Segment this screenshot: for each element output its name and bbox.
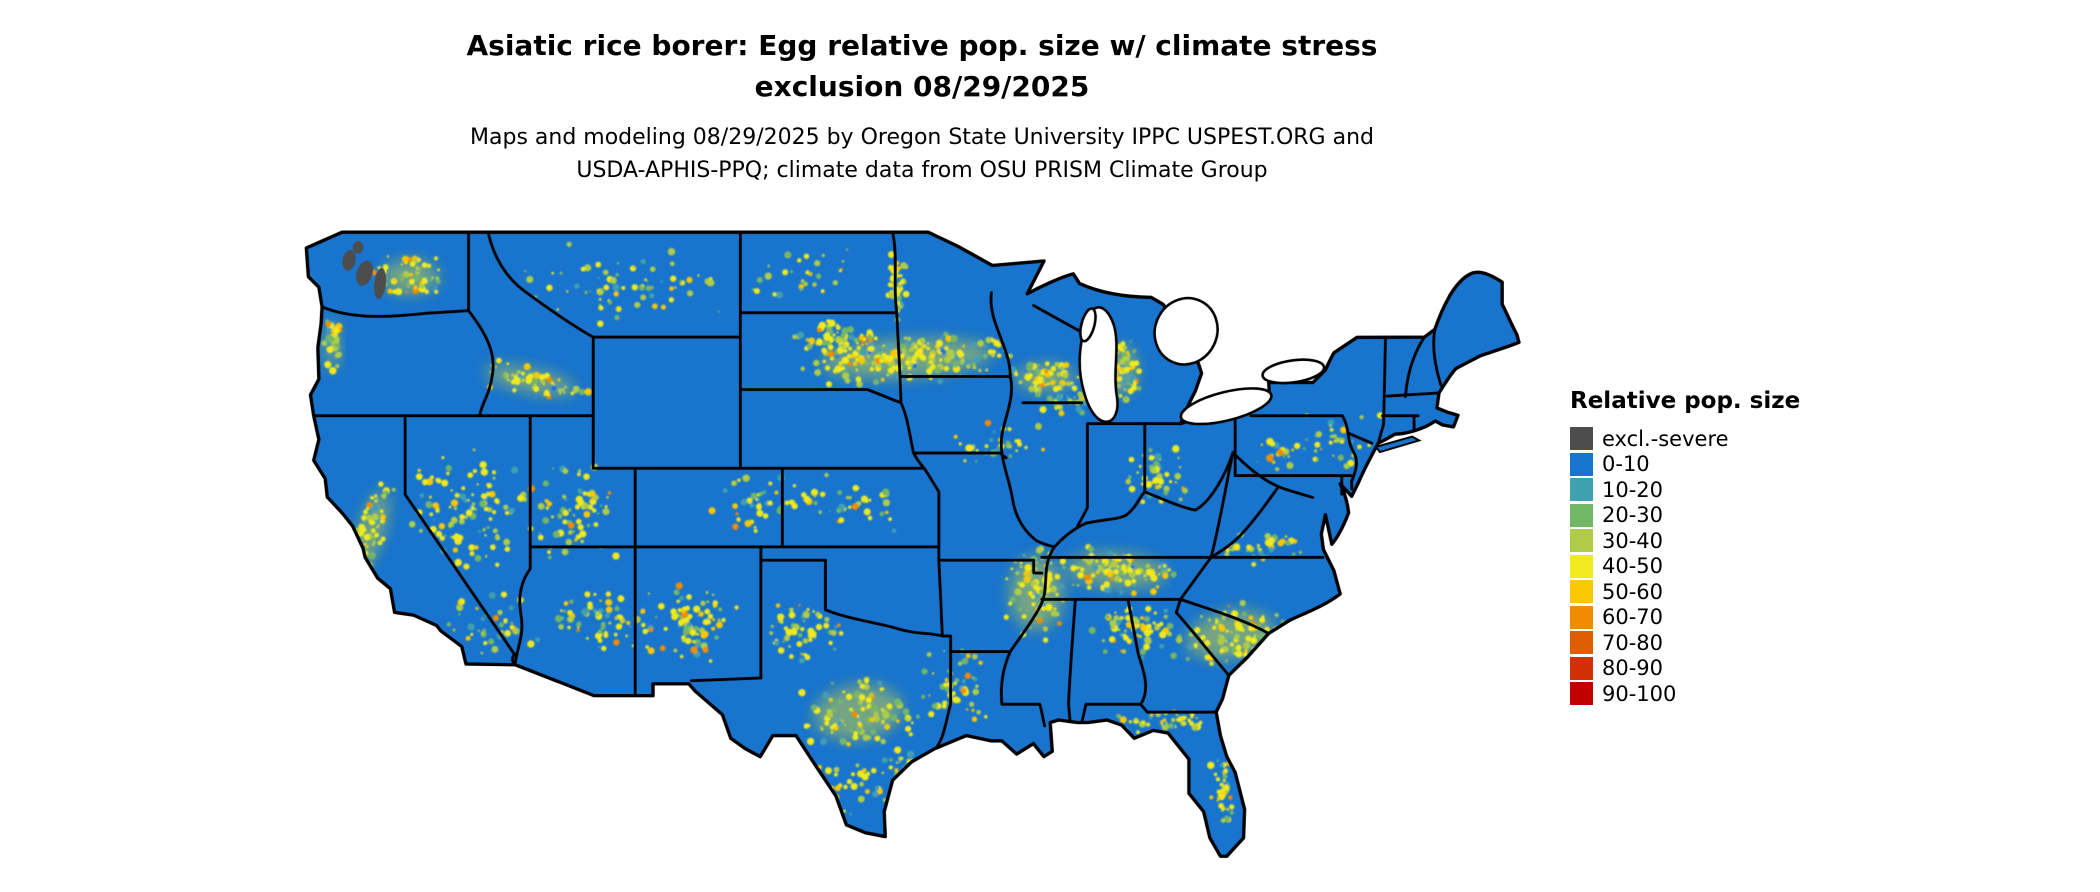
legend-item: 30-40 xyxy=(1570,528,1800,554)
legend-swatch xyxy=(1570,529,1593,553)
legend-label: 80-90 xyxy=(1602,656,1664,681)
page-title-line1: Asiatic rice borer: Egg relative pop. si… xyxy=(466,29,1378,62)
state-borders xyxy=(312,232,1443,749)
page-subtitle: Maps and modeling 08/29/2025 by Oregon S… xyxy=(0,121,1844,187)
exclusion-blob xyxy=(342,250,356,271)
legend-label: 50-60 xyxy=(1602,579,1664,604)
legend-label: 40-50 xyxy=(1602,554,1664,579)
legend-swatch xyxy=(1570,503,1593,527)
legend-item: 0-10 xyxy=(1570,452,1800,478)
exclusion-blob xyxy=(356,260,373,286)
exclusion-blob xyxy=(352,240,364,254)
lake-ontario xyxy=(1261,358,1326,385)
legend-swatch xyxy=(1570,580,1593,604)
lake-erie xyxy=(1179,387,1273,426)
page-subtitle-line1: Maps and modeling 08/29/2025 by Oregon S… xyxy=(470,125,1374,151)
legend-item: 50-60 xyxy=(1570,579,1800,605)
long-island xyxy=(1374,435,1422,454)
exclusion-blob xyxy=(374,268,387,299)
lake-huron xyxy=(1153,296,1219,366)
legend-label: 10-20 xyxy=(1602,477,1664,502)
legend-swatch xyxy=(1570,452,1593,476)
legend-item: 80-90 xyxy=(1570,656,1800,682)
legend-label: 0-10 xyxy=(1602,452,1650,477)
legend: Relative pop. size excl.-severe 0-10 10-20… xyxy=(1570,388,1800,707)
legend-item: 10-20 xyxy=(1570,477,1800,503)
legend-item: 20-30 xyxy=(1570,503,1800,529)
legend-label: excl.-severe xyxy=(1602,426,1729,451)
legend-item: 40-50 xyxy=(1570,554,1800,580)
header: Asiatic rice borer: Egg relative pop. si… xyxy=(0,26,1844,187)
legend-label: 90-100 xyxy=(1602,681,1677,706)
legend-label: 60-70 xyxy=(1602,605,1664,630)
legend-item: 90-100 xyxy=(1570,681,1800,707)
page-title-line2: exclusion 08/29/2025 xyxy=(754,69,1090,103)
legend-label: 70-80 xyxy=(1602,630,1664,655)
legend-item: excl.-severe xyxy=(1570,426,1800,452)
green-bay xyxy=(1079,307,1097,343)
legend-swatch xyxy=(1570,478,1593,502)
legend-item: 70-80 xyxy=(1570,630,1800,656)
legend-swatch xyxy=(1570,605,1593,629)
us-map xyxy=(304,230,1521,858)
page-subtitle-line2: USDA-APHIS-PPQ; climate data from OSU PR… xyxy=(576,158,1268,184)
great-lakes xyxy=(1078,296,1326,426)
legend-item: 60-70 xyxy=(1570,605,1800,631)
legend-swatch xyxy=(1570,427,1593,451)
exclusion-zones xyxy=(342,240,387,299)
legend-swatch xyxy=(1570,656,1593,680)
map-container xyxy=(300,206,1540,892)
legend-items: excl.-severe 0-10 10-20 20-30 30-40 40-50 50-6… xyxy=(1570,426,1800,707)
legend-swatch xyxy=(1570,554,1593,578)
legend-label: 30-40 xyxy=(1602,528,1664,553)
legend-swatch xyxy=(1570,631,1593,655)
legend-swatch xyxy=(1570,682,1593,706)
legend-title: Relative pop. size xyxy=(1570,388,1801,414)
legend-label: 20-30 xyxy=(1602,503,1664,528)
